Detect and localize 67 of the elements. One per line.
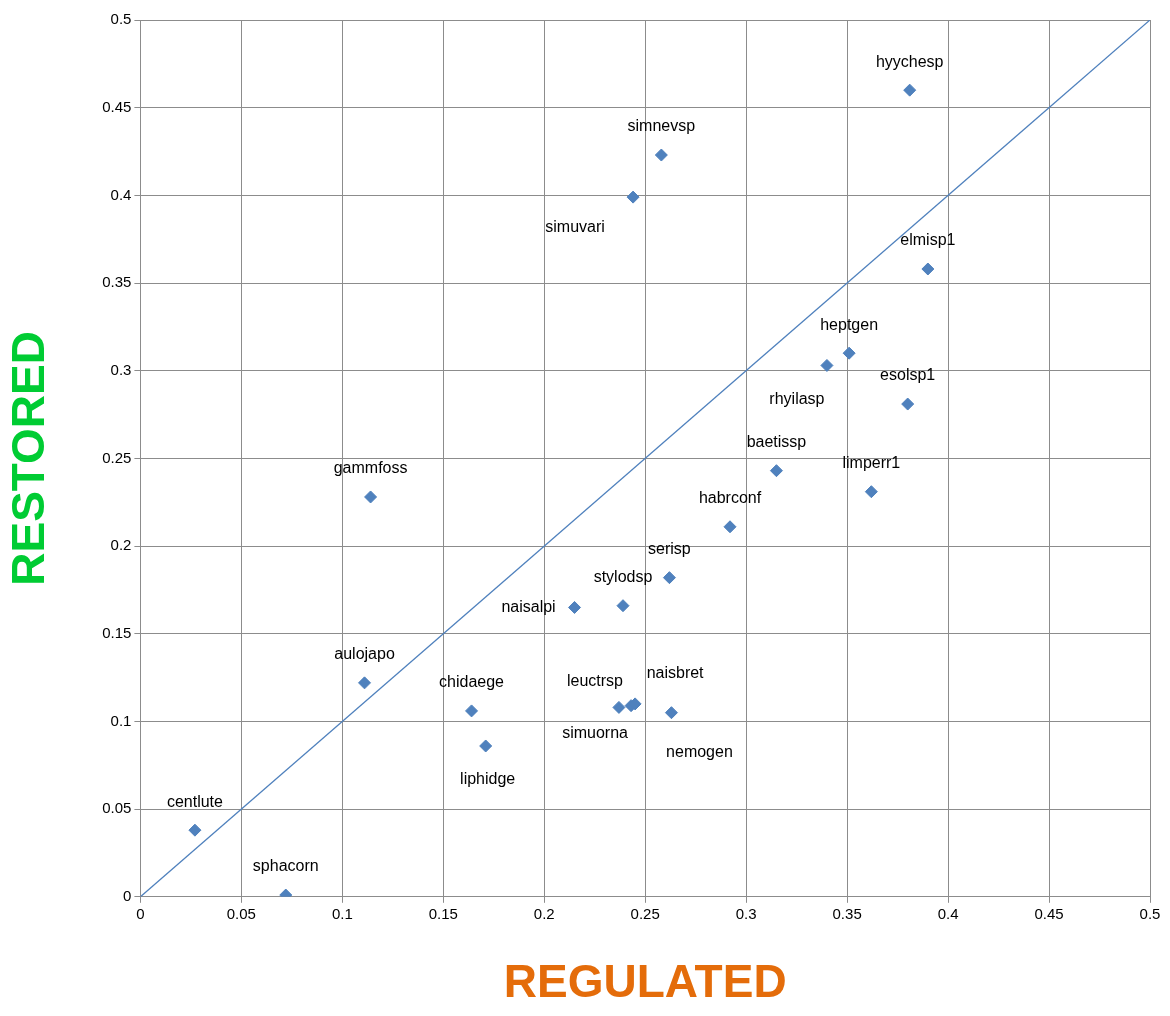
point (842, 346, 856, 360)
annotation: hyychesp (875, 52, 944, 70)
annotation: gammfoss (333, 459, 408, 477)
point (664, 706, 678, 720)
y-tick-label: 0.45 (102, 97, 132, 115)
x-tick-label: 0.25 (630, 904, 660, 922)
x-tick-label: 0.1 (331, 904, 353, 922)
annotation: stylodsp (593, 568, 653, 586)
point (903, 83, 917, 97)
annotation: simnevsp (627, 117, 696, 135)
annotation: esolsp1 (880, 366, 936, 384)
annotation: habrconf (698, 489, 762, 507)
annotation: baetissp (746, 433, 807, 451)
annotation: aulojapo (334, 645, 395, 663)
y-tick-label: 0.4 (110, 185, 132, 203)
annotation: rhyilasp (769, 389, 825, 407)
y-tick-label: 0.5 (110, 10, 132, 28)
x-tick-label: 0.4 (937, 904, 959, 922)
annotation: simuvari (545, 217, 605, 235)
annotation: elmisp1 (900, 231, 956, 249)
x-tick-label: 0 (136, 904, 145, 922)
point (612, 700, 626, 714)
y-tick-label: 0.3 (110, 360, 132, 378)
annotation: nemogen (666, 743, 733, 761)
x-tick-label: 0.3 (735, 904, 757, 922)
point (616, 599, 630, 613)
annotation: centlute (166, 792, 224, 810)
annotation: liphidge (460, 770, 516, 788)
point (864, 485, 878, 499)
y-tick-label: 0 (123, 886, 132, 904)
y-tick-label: 0.35 (102, 273, 132, 291)
y-tick-label: 0.25 (102, 448, 132, 466)
x-tick-label: 0.45 (1034, 904, 1064, 922)
annotation: heptgen (820, 315, 879, 333)
y-tick-label: 0.15 (102, 623, 132, 641)
annotation: simuorna (562, 724, 629, 742)
point (358, 676, 372, 690)
point (364, 490, 378, 504)
annotation: sphacorn (252, 857, 319, 875)
point (188, 823, 202, 837)
annotation: leuctrsp (566, 671, 624, 689)
annotation: naisbret (646, 664, 705, 682)
x-tick-label: 0.2 (533, 904, 555, 922)
y-tick-label: 0.05 (102, 799, 132, 817)
y-tick-label: 0.1 (110, 711, 132, 729)
point (479, 739, 493, 753)
annotation: chidaege (439, 673, 505, 691)
x-tick-label: 0.35 (832, 904, 862, 922)
x-tick-label: 0.15 (428, 904, 458, 922)
annotation: naisalpi (501, 597, 556, 615)
x-axis-title: REGULATED (503, 955, 787, 1008)
y-axis-title: RESTORED (2, 331, 55, 586)
point (820, 358, 834, 372)
point (901, 397, 915, 411)
y-tick-label: 0.2 (110, 536, 132, 554)
point (662, 571, 676, 585)
annotation: serisp (648, 540, 691, 558)
point (769, 464, 783, 478)
point (568, 600, 582, 614)
point (465, 704, 479, 718)
point (921, 262, 935, 276)
point (654, 148, 668, 162)
point (723, 520, 737, 534)
annotation: limperr1 (842, 454, 901, 472)
point (626, 190, 640, 204)
x-tick-label: 0.05 (226, 904, 256, 922)
x-tick-label: 0.5 (1139, 904, 1161, 922)
